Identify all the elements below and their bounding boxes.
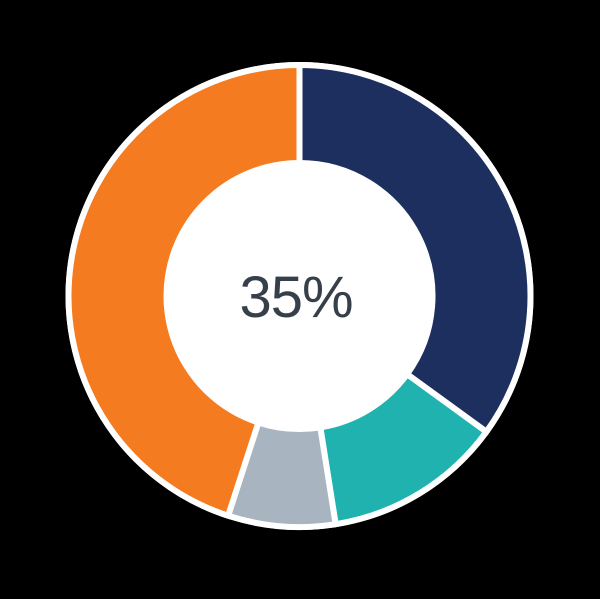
donut-slice-navy-segment [296,61,534,436]
donut-slice-orange-segment [65,61,303,520]
